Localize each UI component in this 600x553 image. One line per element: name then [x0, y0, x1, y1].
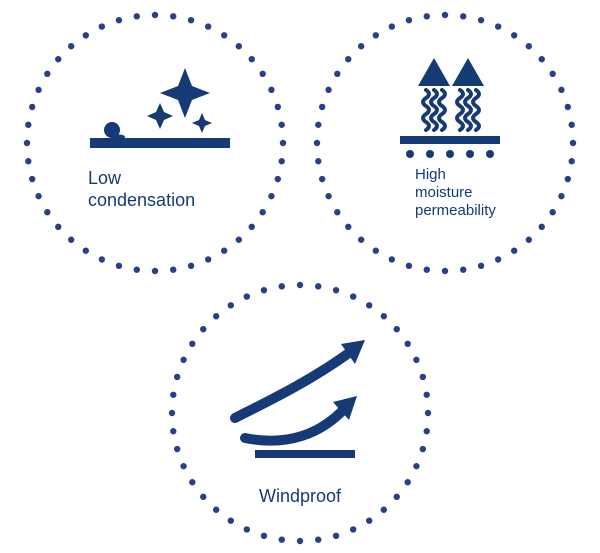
moisture-permeability-icon	[310, 8, 580, 278]
feature-label: Windproof	[165, 486, 435, 508]
feature-label: High moisture permeability	[415, 166, 496, 220]
infographic-stage: Low condensation	[0, 0, 600, 553]
feature-label: Low condensation	[88, 168, 195, 211]
low-condensation-icon	[20, 8, 290, 278]
feature-low-condensation: Low condensation	[20, 8, 290, 278]
feature-moisture-permeability: High moisture permeability	[310, 8, 580, 278]
feature-windproof: Windproof	[165, 278, 435, 548]
